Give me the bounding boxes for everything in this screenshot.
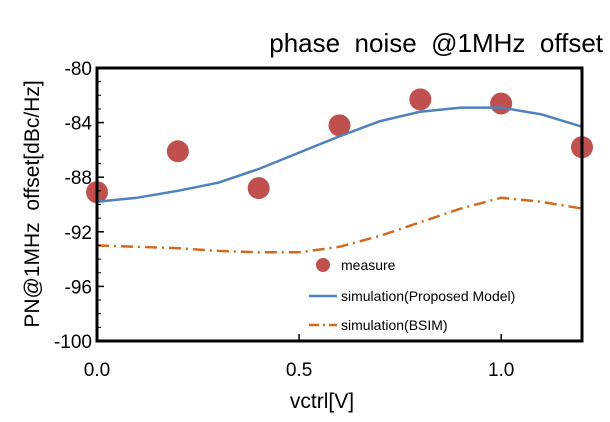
x-axis-label: vctrl[V]: [290, 390, 354, 413]
x-tick-label: 0.0: [84, 360, 110, 381]
legend: measure simulation(Proposed Model) simulat…: [309, 257, 515, 333]
x-tick-label: 1.0: [488, 360, 514, 381]
y-tick-label: -92: [65, 223, 92, 244]
measure-point: [247, 177, 270, 200]
measure-point: [328, 114, 351, 137]
bsim-line: [96, 196, 583, 254]
y-tick-label: -84: [65, 114, 93, 135]
y-tick-label: -96: [65, 277, 92, 298]
measure-point: [490, 92, 513, 115]
measure-point: [409, 88, 432, 111]
x-tick-label: 0.5: [286, 360, 312, 381]
axes: -80 -84 -88 -92 -96 -100 0.0 0.5 1.0: [54, 59, 514, 381]
proposed-model-line: [95, 106, 584, 204]
legend-label: simulation(Proposed Model): [341, 288, 515, 304]
y-axis-label: PN@1MHz offset[dBc/Hz]: [21, 80, 44, 327]
plot-area: [86, 88, 593, 254]
chart-title: phase noise @1MHz offset: [269, 28, 604, 58]
y-tick-label: -80: [65, 59, 92, 80]
legend-label: simulation(BSIM): [341, 317, 448, 333]
y-tick-label: -100: [54, 332, 92, 353]
legend-marker-measure: [316, 258, 330, 272]
measure-point: [166, 140, 189, 163]
legend-label: measure: [341, 257, 396, 273]
y-tick-label: -88: [65, 168, 92, 189]
